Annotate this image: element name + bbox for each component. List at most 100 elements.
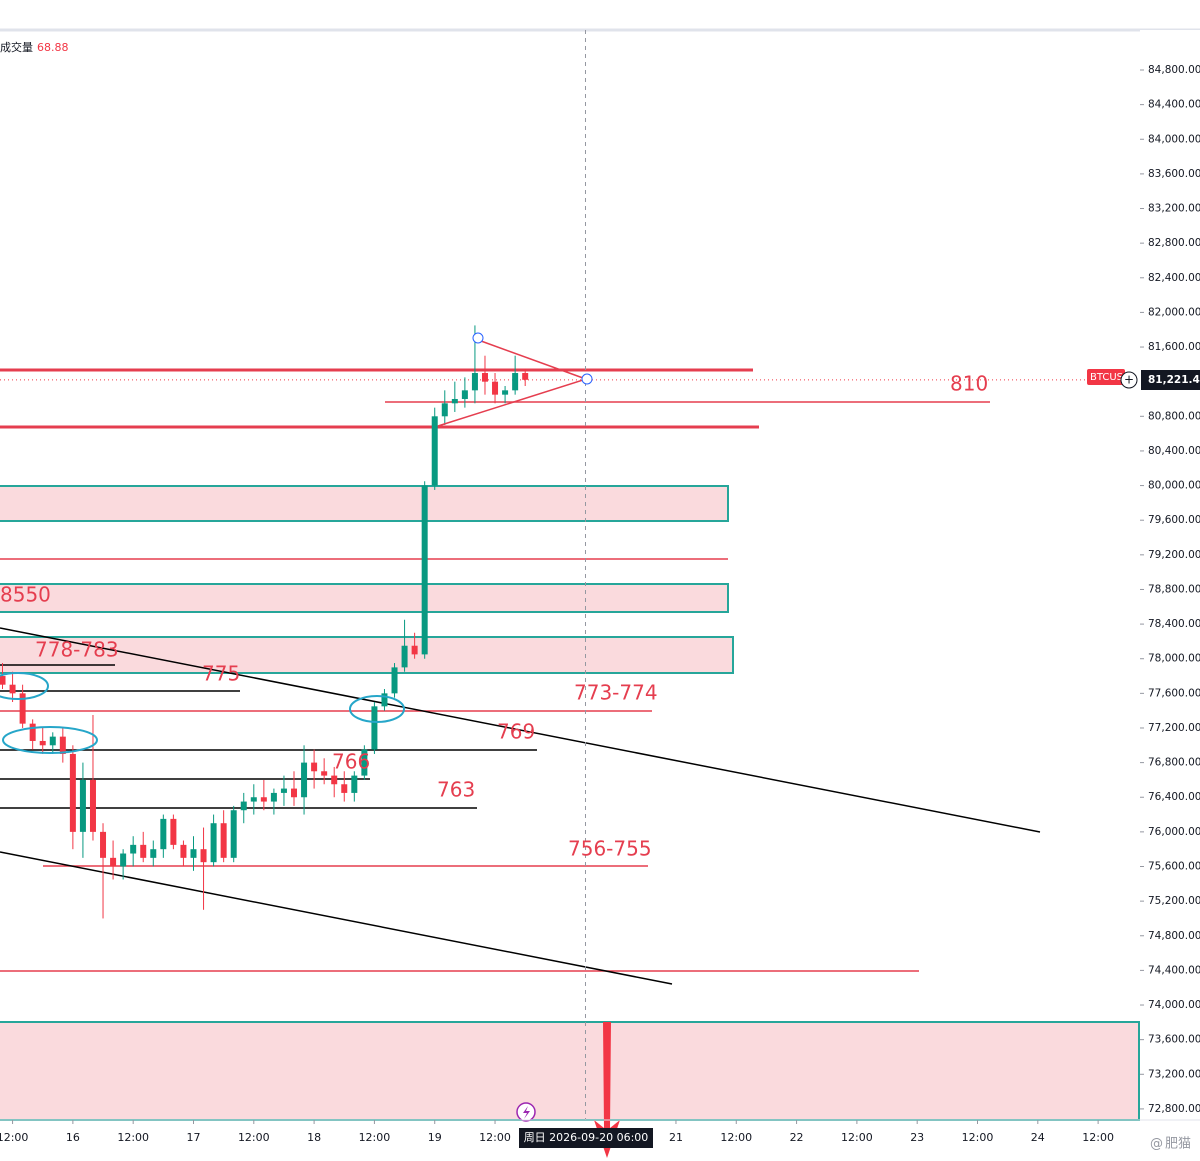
candle-body xyxy=(411,645,418,655)
candle-body xyxy=(49,736,56,746)
candle-body xyxy=(401,645,408,668)
candle-body xyxy=(502,390,509,395)
x-tick-label: 12:00 xyxy=(479,1131,511,1144)
x-tick-label: 12:00 xyxy=(0,1131,28,1144)
y-tick-label: 82,400.00 xyxy=(1148,272,1200,284)
y-tick-label: 77,200.00 xyxy=(1148,722,1200,734)
highlight-ellipse xyxy=(2,726,98,754)
annotation-labels: 8550 778-783 775 773-774 769 766 763 756… xyxy=(0,372,988,861)
candle-body xyxy=(250,797,257,802)
candle-body xyxy=(9,684,16,694)
y-tick-label: 78,000.00 xyxy=(1148,653,1200,665)
candle-body xyxy=(361,749,368,776)
x-tick-label: 19 xyxy=(428,1131,442,1144)
y-tick-label: 74,800.00 xyxy=(1148,930,1200,942)
candle-body xyxy=(522,373,529,380)
candle-body xyxy=(311,762,318,772)
candle-body xyxy=(140,844,147,858)
zone xyxy=(0,583,729,613)
candle-body xyxy=(100,831,107,858)
candle-body xyxy=(110,857,117,867)
candle-body xyxy=(130,844,137,854)
price-axis xyxy=(1140,30,1200,1120)
y-tick-label: 75,200.00 xyxy=(1148,895,1200,907)
x-tick-label: 21 xyxy=(669,1131,683,1144)
candle-body xyxy=(59,736,66,754)
candle-body xyxy=(351,775,358,793)
crosshair-time-label: 周日 2026-09-20 06:00 xyxy=(524,1131,649,1144)
annotation: 810 xyxy=(950,372,988,396)
candle-body xyxy=(170,818,177,845)
candle-body xyxy=(210,823,217,863)
candle-body xyxy=(492,381,499,395)
handle xyxy=(581,373,593,385)
y-tick-label: 76,000.00 xyxy=(1148,826,1200,838)
candle-body xyxy=(461,390,468,399)
candle-body xyxy=(431,416,438,486)
x-tick-label: 12:00 xyxy=(117,1131,149,1144)
x-tick-label: 23 xyxy=(910,1131,924,1144)
candle-body xyxy=(220,823,227,858)
annotation: 8550 xyxy=(0,583,51,607)
x-tick-label: 12:00 xyxy=(238,1131,270,1144)
arrow xyxy=(594,1022,620,1158)
y-tick-label: 76,400.00 xyxy=(1148,791,1200,803)
overlays xyxy=(0,332,620,1158)
crosshair-time-box xyxy=(519,1128,653,1148)
last-price-box xyxy=(1141,370,1200,390)
x-tick-label: 18 xyxy=(307,1131,321,1144)
y-tick-label: 73,200.00 xyxy=(1148,1068,1200,1080)
candle-body xyxy=(471,373,478,391)
candle-body xyxy=(381,693,388,707)
y-tick-label: 79,200.00 xyxy=(1148,549,1200,561)
candle-body xyxy=(481,373,488,382)
candle-body xyxy=(120,853,127,867)
annotation: 763 xyxy=(437,778,475,802)
drawings xyxy=(0,368,1140,1121)
x-tick-label: 22 xyxy=(790,1131,804,1144)
candle-body xyxy=(190,849,197,858)
highlight-ellipse xyxy=(0,672,49,700)
candle-body xyxy=(441,403,448,417)
last-price-label: 81,221.48 xyxy=(1148,374,1200,386)
x-tick-label: 12:00 xyxy=(962,1131,994,1144)
x-tick-label: 12:00 xyxy=(720,1131,752,1144)
candle-body xyxy=(150,849,157,858)
candle-body xyxy=(19,693,26,724)
candle-body xyxy=(29,723,36,741)
symbol-tag-text: BTCUS xyxy=(1090,372,1123,383)
zone xyxy=(0,636,734,674)
candle-body xyxy=(391,667,398,694)
candle-body xyxy=(230,810,237,858)
y-tick-label: 80,000.00 xyxy=(1148,480,1200,492)
candle-body xyxy=(180,844,187,858)
candle-body xyxy=(79,779,86,832)
x-tick-label: 12:00 xyxy=(359,1131,391,1144)
triangle-line xyxy=(480,340,584,379)
y-tick-label: 74,400.00 xyxy=(1148,964,1200,976)
handle xyxy=(472,332,484,344)
y-tick-label: 79,600.00 xyxy=(1148,514,1200,526)
y-tick-label: 80,400.00 xyxy=(1148,445,1200,457)
volume-value: 68.88 xyxy=(37,41,69,54)
x-tick-label: 12:00 xyxy=(1082,1131,1114,1144)
y-tick-label: 74,000.00 xyxy=(1148,999,1200,1011)
candle-body xyxy=(291,788,298,798)
candle-body xyxy=(240,801,247,811)
candle-body xyxy=(301,762,308,798)
candles xyxy=(0,325,529,919)
x-tick-label: 12:00 xyxy=(841,1131,873,1144)
candle-body xyxy=(160,818,167,850)
add-button[interactable] xyxy=(1120,371,1138,389)
y-tick-label: 73,600.00 xyxy=(1148,1034,1200,1046)
event-icon-bolt xyxy=(523,1106,530,1119)
candle-body xyxy=(200,849,207,863)
candle-body xyxy=(280,788,287,793)
annotation: 775 xyxy=(202,662,240,686)
candle-body xyxy=(331,775,338,785)
add-button-icon[interactable]: + xyxy=(1124,373,1134,387)
annotation: 773-774 xyxy=(574,681,658,705)
axes: 72,800.00 73,200.00 73,600.00 74,000.00 74,4… xyxy=(0,64,1200,1144)
